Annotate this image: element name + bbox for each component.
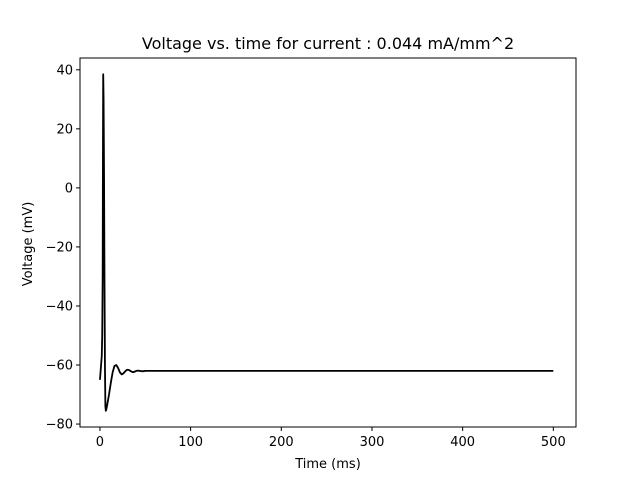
chart-title: Voltage vs. time for current : 0.044 mA/… [142, 34, 514, 53]
y-tick-label: −40 [46, 299, 73, 314]
x-tick-label: 300 [360, 435, 385, 450]
y-tick-label: 40 [56, 63, 73, 78]
y-tick-label: 20 [56, 122, 73, 137]
x-tick-label: 400 [450, 435, 475, 450]
y-tick-label: −80 [46, 418, 73, 433]
y-tick-label: −60 [46, 359, 73, 374]
y-axis-label: Voltage (mV) [21, 202, 36, 287]
x-tick-label: 500 [541, 435, 566, 450]
plot-frame [79, 57, 577, 428]
series-line-0 [99, 73, 554, 412]
y-tick-label: −20 [46, 240, 73, 255]
x-tick-label: 100 [178, 435, 203, 450]
plot-area: 0 100 200 300 400 500 −80 −60 −40 −20 0 20 40 [46, 57, 577, 450]
x-axis-label: Time (ms) [294, 457, 361, 472]
y-tick-label: 0 [65, 181, 73, 196]
x-tick-label: 0 [96, 435, 104, 450]
x-tick-label: 200 [269, 435, 294, 450]
